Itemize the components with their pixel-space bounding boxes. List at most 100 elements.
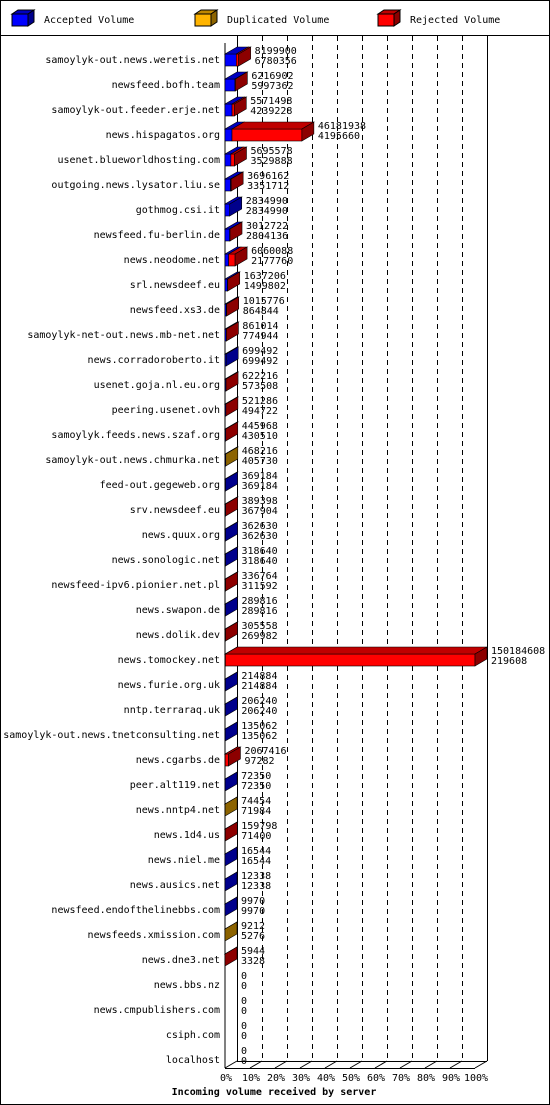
x-tick (474, 1060, 488, 1069)
category-label: feed-out.gegeweb.org (100, 480, 220, 491)
bar-side (225, 346, 239, 367)
category-label: srl.newsdeef.eu (130, 280, 220, 291)
x-tick (399, 1060, 413, 1069)
accepted-label: 4239228 (250, 106, 292, 117)
x-tick-label: 0% (220, 1073, 232, 1084)
x-tick (374, 1060, 388, 1069)
bar-side (234, 146, 247, 167)
total-label: 0 (241, 1021, 247, 1032)
accepted-label: 72350 (241, 781, 271, 792)
total-label: 5571498 (250, 96, 292, 107)
bar-side (301, 121, 315, 142)
accepted-label: 318640 (242, 556, 278, 567)
accepted-label: 0 (241, 1056, 247, 1067)
category-label: outgoing.news.lysator.liu.se (51, 180, 220, 191)
accepted-label: 311592 (242, 581, 278, 592)
x-tick (324, 1060, 338, 1069)
x-tick-label: 100% (464, 1073, 488, 1084)
accepted-label: 12338 (241, 881, 271, 892)
total-label: 318640 (242, 546, 278, 557)
accepted-label: 5276 (241, 931, 265, 942)
bar-side (225, 571, 238, 592)
category-label: peer.alt119.net (130, 780, 220, 791)
x-tick (249, 1060, 263, 1069)
bar-segment (224, 228, 230, 242)
total-label: 159798 (241, 821, 277, 832)
accepted-label: 1499802 (244, 281, 286, 292)
total-label: 305558 (242, 621, 278, 632)
category-label: news.neodome.net (124, 255, 220, 266)
bar-side (228, 746, 241, 767)
accepted-label: 430510 (242, 431, 278, 442)
category-label: news.bbs.nz (154, 980, 220, 991)
bar-segment (235, 53, 239, 67)
legend-swatch (377, 13, 395, 27)
bar-side (235, 71, 248, 92)
bar-segment (224, 153, 232, 167)
bar-side (225, 371, 239, 392)
x-tick (449, 1060, 463, 1069)
accepted-label: 494722 (242, 406, 278, 417)
bar-segment-top (230, 121, 315, 130)
bar-segment (224, 203, 231, 217)
accepted-label: 16544 (241, 856, 271, 867)
bar-segment (224, 128, 233, 142)
bar-segment (224, 103, 233, 117)
accepted-label: 214884 (241, 681, 277, 692)
x-tick-label: 20% (267, 1073, 285, 1084)
x-tick-label: 90% (442, 1073, 460, 1084)
bar-side (226, 296, 239, 317)
x-tick-label: 70% (392, 1073, 410, 1084)
category-label: newsfeed.endofthelinebbs.com (51, 905, 220, 916)
category-label: newsfeed.xs3.de (130, 305, 220, 316)
accepted-label: 2177760 (251, 256, 293, 267)
bar-segment (224, 253, 229, 267)
category-label: news.furie.org.uk (118, 680, 220, 691)
bar-segment (224, 53, 237, 67)
total-label: 74454 (241, 796, 271, 807)
accepted-label: 2804136 (246, 231, 288, 242)
total-label: 289816 (241, 596, 277, 607)
x-tick-label: 30% (292, 1073, 310, 1084)
category-label: samoylyk-out.news.weretis.net (45, 55, 220, 66)
category-label: news.nntp4.net (136, 805, 220, 816)
bar-side (224, 896, 238, 917)
legend-swatch-side (393, 9, 401, 27)
bar-side (224, 921, 238, 942)
accepted-label: 699492 (242, 356, 278, 367)
category-label: news.hispagatos.org (106, 130, 220, 141)
x-tick (224, 1060, 238, 1069)
accepted-label: 9970 (241, 906, 265, 917)
category-label: news.cgarbs.de (136, 755, 220, 766)
bar-side (225, 496, 238, 517)
category-label: news.corradoroberto.it (88, 355, 220, 366)
total-label: 336764 (242, 571, 278, 582)
bar-segment (224, 78, 236, 92)
category-label: news.cmpublishers.com (94, 1005, 220, 1016)
accepted-label: 289816 (241, 606, 277, 617)
bar-segment (224, 178, 231, 192)
accepted-label: 0 (241, 1006, 247, 1017)
total-label: 1637206 (244, 271, 286, 282)
legend-swatch (11, 13, 29, 27)
accepted-label: 3328 (241, 956, 265, 967)
bar-side (224, 771, 238, 792)
category-label: newsfeeds.xmission.com (88, 930, 220, 941)
bar-side (225, 446, 239, 467)
accepted-label: 206240 (241, 706, 277, 717)
category-label: usenet.goja.nl.eu.org (94, 380, 220, 391)
bar-side (225, 421, 239, 442)
total-label: 0 (241, 1046, 247, 1057)
category-label: srv.newsdeef.eu (130, 505, 220, 516)
accepted-label: 135062 (241, 731, 277, 742)
accepted-label: 71400 (241, 831, 271, 842)
bar-side (224, 721, 238, 742)
accepted-label: 405730 (242, 456, 278, 467)
category-label: usenet.blueworldhosting.com (57, 155, 220, 166)
category-label: newsfeed.fu-berlin.de (94, 230, 220, 241)
accepted-label: 219608 (491, 656, 527, 667)
bar-segment-top (224, 646, 489, 655)
x-tick-label: 10% (242, 1073, 260, 1084)
bar-side (226, 321, 239, 342)
category-label: newsfeed-ipv6.pionier.net.pl (51, 580, 220, 591)
